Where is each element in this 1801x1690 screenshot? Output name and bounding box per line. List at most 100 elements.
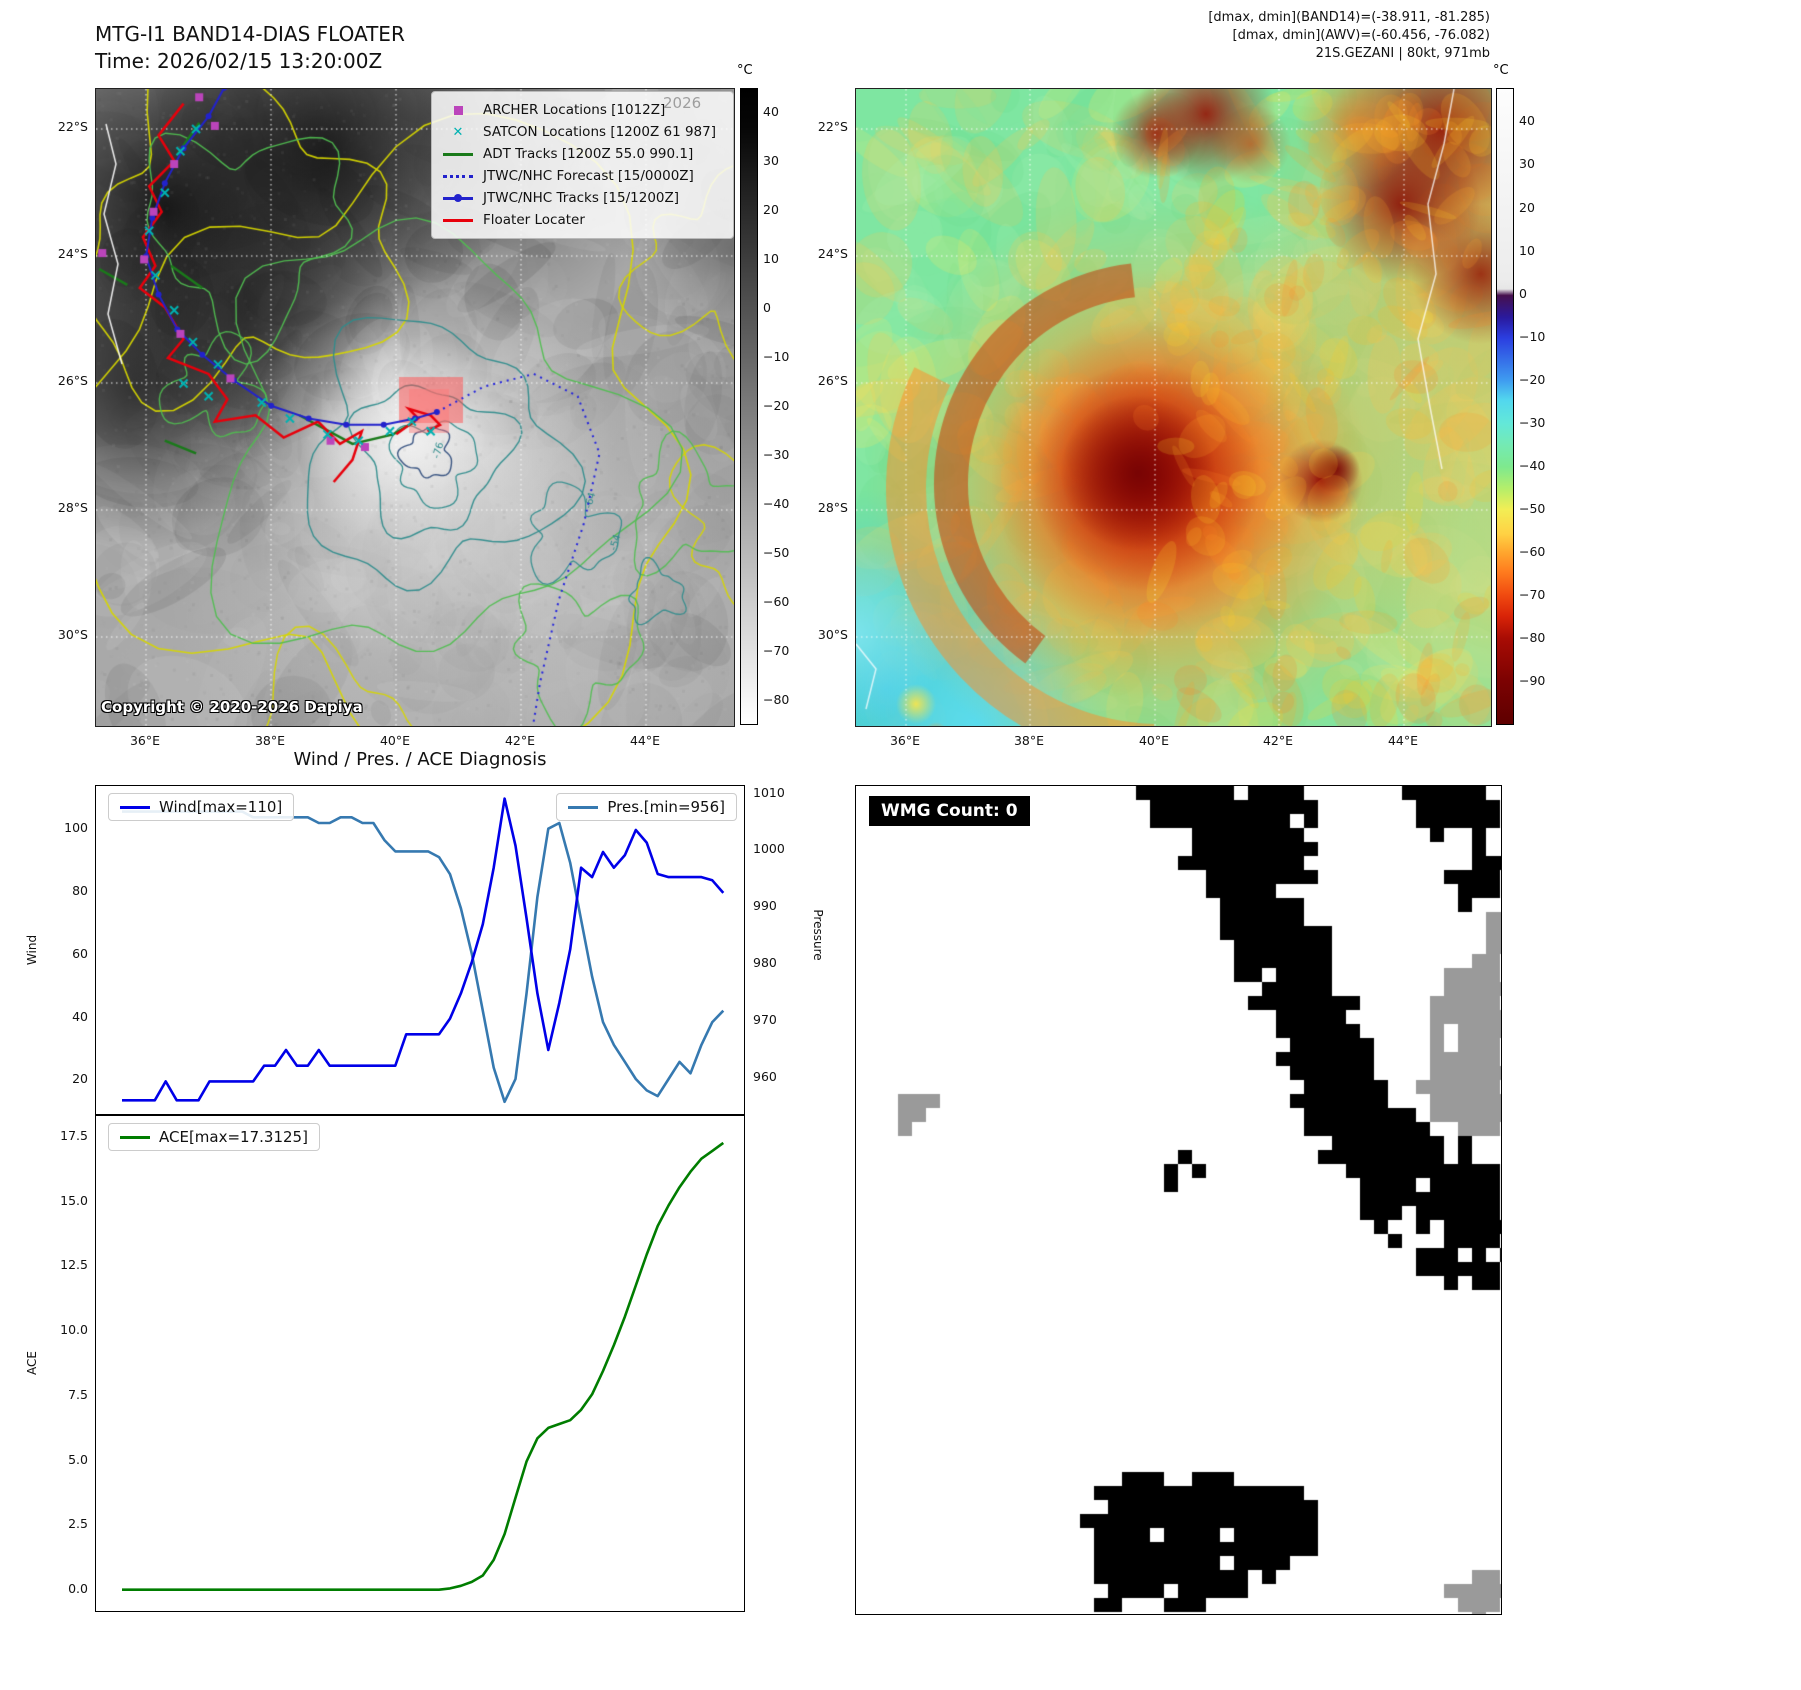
- legend-item-label: Floater Locater: [483, 212, 585, 228]
- right-colorbar-tick: −20: [1519, 371, 1546, 387]
- left-colorbar-tick: 40: [763, 103, 779, 119]
- ace-axis-tick: 7.5: [68, 1386, 88, 1402]
- left-map-lat-tick: 26°S: [57, 373, 88, 388]
- linedot-marker-icon: [442, 194, 474, 202]
- square-marker-icon: [442, 105, 474, 115]
- page-title: MTG-I1 BAND14-DIAS FLOATER: [95, 22, 405, 46]
- legend-item: ADT Tracks [1200Z 55.0 990.1]: [442, 143, 723, 165]
- pressure-line-sample: [568, 805, 599, 809]
- right-map-lon-tick: 40°E: [1138, 733, 1170, 748]
- left-map-lon-tick: 40°E: [379, 733, 411, 748]
- ace-axis-label: ACE: [25, 1351, 39, 1375]
- left-colorbar-tick: −50: [763, 544, 790, 560]
- right-map-lat-tick: 28°S: [817, 500, 848, 515]
- wmg-mask-image: [855, 785, 1502, 1615]
- pressure-axis-tick: 1000: [753, 841, 785, 857]
- line-marker-icon: [442, 218, 474, 222]
- right-colorbar-tick: −60: [1519, 543, 1546, 559]
- awv-color-satellite-image: [855, 88, 1492, 727]
- right-colorbar-tick: −40: [1519, 457, 1546, 473]
- right-map-lat-tick: 30°S: [817, 627, 848, 642]
- dotted-marker-icon: [442, 174, 474, 178]
- ace-axis-tick: 10.0: [60, 1322, 88, 1338]
- right-colorbar-tick: 30: [1519, 156, 1535, 172]
- right-colorbar-tick: −50: [1519, 500, 1546, 516]
- pressure-axis-label: Pressure: [811, 909, 825, 961]
- left-colorbar-tick: −10: [763, 348, 790, 364]
- left-map-lon-tick: 38°E: [254, 733, 286, 748]
- pressure-axis-tick: 980: [753, 955, 777, 971]
- ace-chart: [95, 1115, 745, 1612]
- ace-legend-label: ACE[max=17.3125]: [159, 1128, 308, 1146]
- legend-item-label: ADT Tracks [1200Z 55.0 990.1]: [483, 146, 694, 162]
- legend-item-label: ARCHER Locations [1012Z]: [483, 102, 666, 118]
- right-colorbar-tick: −80: [1519, 629, 1546, 645]
- left-map-lon-tick: 36°E: [129, 733, 161, 748]
- wind-axis-tick: 20: [72, 1071, 88, 1087]
- left-map-lon-tick: 42°E: [504, 733, 536, 748]
- left-colorbar-tick: 10: [763, 250, 779, 266]
- right-map-lon-tick: 38°E: [1013, 733, 1045, 748]
- line-marker-icon: [442, 152, 474, 156]
- left-colorbar-tick: 0: [763, 299, 771, 315]
- map-legend: ARCHER Locations [1012Z] ✕ SATCON Location…: [431, 91, 734, 239]
- legend-item: ARCHER Locations [1012Z]: [442, 99, 723, 121]
- left-colorbar-tick: −80: [763, 691, 790, 707]
- legend-item-label: JTWC/NHC Tracks [15/1200Z]: [483, 190, 680, 206]
- pressure-axis-tick: 970: [753, 1012, 777, 1028]
- wmg-count-badge: WMG Count: 0: [869, 796, 1030, 826]
- wind-axis-tick: 40: [72, 1008, 88, 1024]
- right-map-lat-tick: 26°S: [817, 373, 848, 388]
- ace-line-sample: [120, 1135, 150, 1139]
- right-map-lat-tick: 22°S: [817, 119, 848, 134]
- right-colorbar-tick: −90: [1519, 672, 1546, 688]
- right-map-lon-tick: 36°E: [889, 733, 921, 748]
- right-colorbar-tick: −10: [1519, 328, 1546, 344]
- left-colorbar-tick: −20: [763, 397, 790, 413]
- grayscale-colorbar: [740, 88, 758, 725]
- right-colorbar-tick: −70: [1519, 586, 1546, 602]
- ace-axis-tick: 2.5: [68, 1516, 88, 1532]
- left-map-lat-tick: 28°S: [57, 500, 88, 515]
- wind-axis-tick: 60: [72, 945, 88, 961]
- left-colorbar-tick: 30: [763, 152, 779, 168]
- legend-item-label: JTWC/NHC Forecast [15/0000Z]: [483, 168, 694, 184]
- left-colorbar-tick: −30: [763, 446, 790, 462]
- dmax-dmin-awv-label: [dmax, dmin](AWV)=(-60.456, -76.082): [1232, 28, 1490, 43]
- time-label: Time: 2026/02/15 13:20:00Z: [95, 49, 383, 73]
- right-map-lon-tick: 44°E: [1387, 733, 1419, 748]
- ace-axis-tick: 17.5: [60, 1128, 88, 1143]
- right-map-lon-tick: 42°E: [1262, 733, 1294, 748]
- pressure-axis-tick: 990: [753, 898, 777, 914]
- right-colorbar-tick: 20: [1519, 199, 1535, 215]
- dmax-dmin-band14-label: [dmax, dmin](BAND14)=(-38.911, -81.285): [1208, 10, 1490, 25]
- left-colorbar-tick: −40: [763, 495, 790, 511]
- wind-axis-tick: 80: [72, 882, 88, 898]
- left-map-lat-tick: 30°S: [57, 627, 88, 642]
- left-colorbar-tick: −70: [763, 642, 790, 658]
- right-colorbar-tick: 0: [1519, 285, 1527, 301]
- legend-item: JTWC/NHC Forecast [15/0000Z]: [442, 165, 723, 187]
- diagnosis-title: Wind / Pres. / ACE Diagnosis: [293, 749, 547, 770]
- wind-line-sample: [120, 805, 150, 809]
- wind-legend-label: Wind[max=110]: [159, 798, 283, 816]
- legend-item: JTWC/NHC Tracks [15/1200Z]: [442, 187, 723, 209]
- wind-axis-label: Wind: [25, 934, 39, 966]
- right-colorbar-tick: 10: [1519, 242, 1535, 258]
- wind-pressure-chart: [95, 785, 745, 1115]
- x-marker-icon: ✕: [452, 124, 464, 140]
- left-map-lat-tick: 22°S: [57, 119, 88, 134]
- ace-axis-tick: 0.0: [68, 1580, 88, 1596]
- left-map-lat-tick: 24°S: [57, 246, 88, 261]
- ace-axis-tick: 5.0: [68, 1451, 88, 1467]
- legend-item: ✕ SATCON Locations [1200Z 61 987]: [442, 121, 723, 143]
- storm-id-intensity-label: 21S.GEZANI | 80kt, 971mb: [1315, 46, 1490, 61]
- colorbar-unit-left: °C: [737, 63, 753, 78]
- right-colorbar-tick: −30: [1519, 414, 1546, 430]
- watermark: 2026: [663, 94, 702, 112]
- pressure-axis-tick: 1010: [753, 784, 785, 800]
- ace-axis-tick: 12.5: [60, 1257, 88, 1273]
- left-colorbar-tick: 20: [763, 201, 779, 217]
- ace-axis-tick: 15.0: [60, 1192, 88, 1208]
- left-colorbar-tick: −60: [763, 593, 790, 609]
